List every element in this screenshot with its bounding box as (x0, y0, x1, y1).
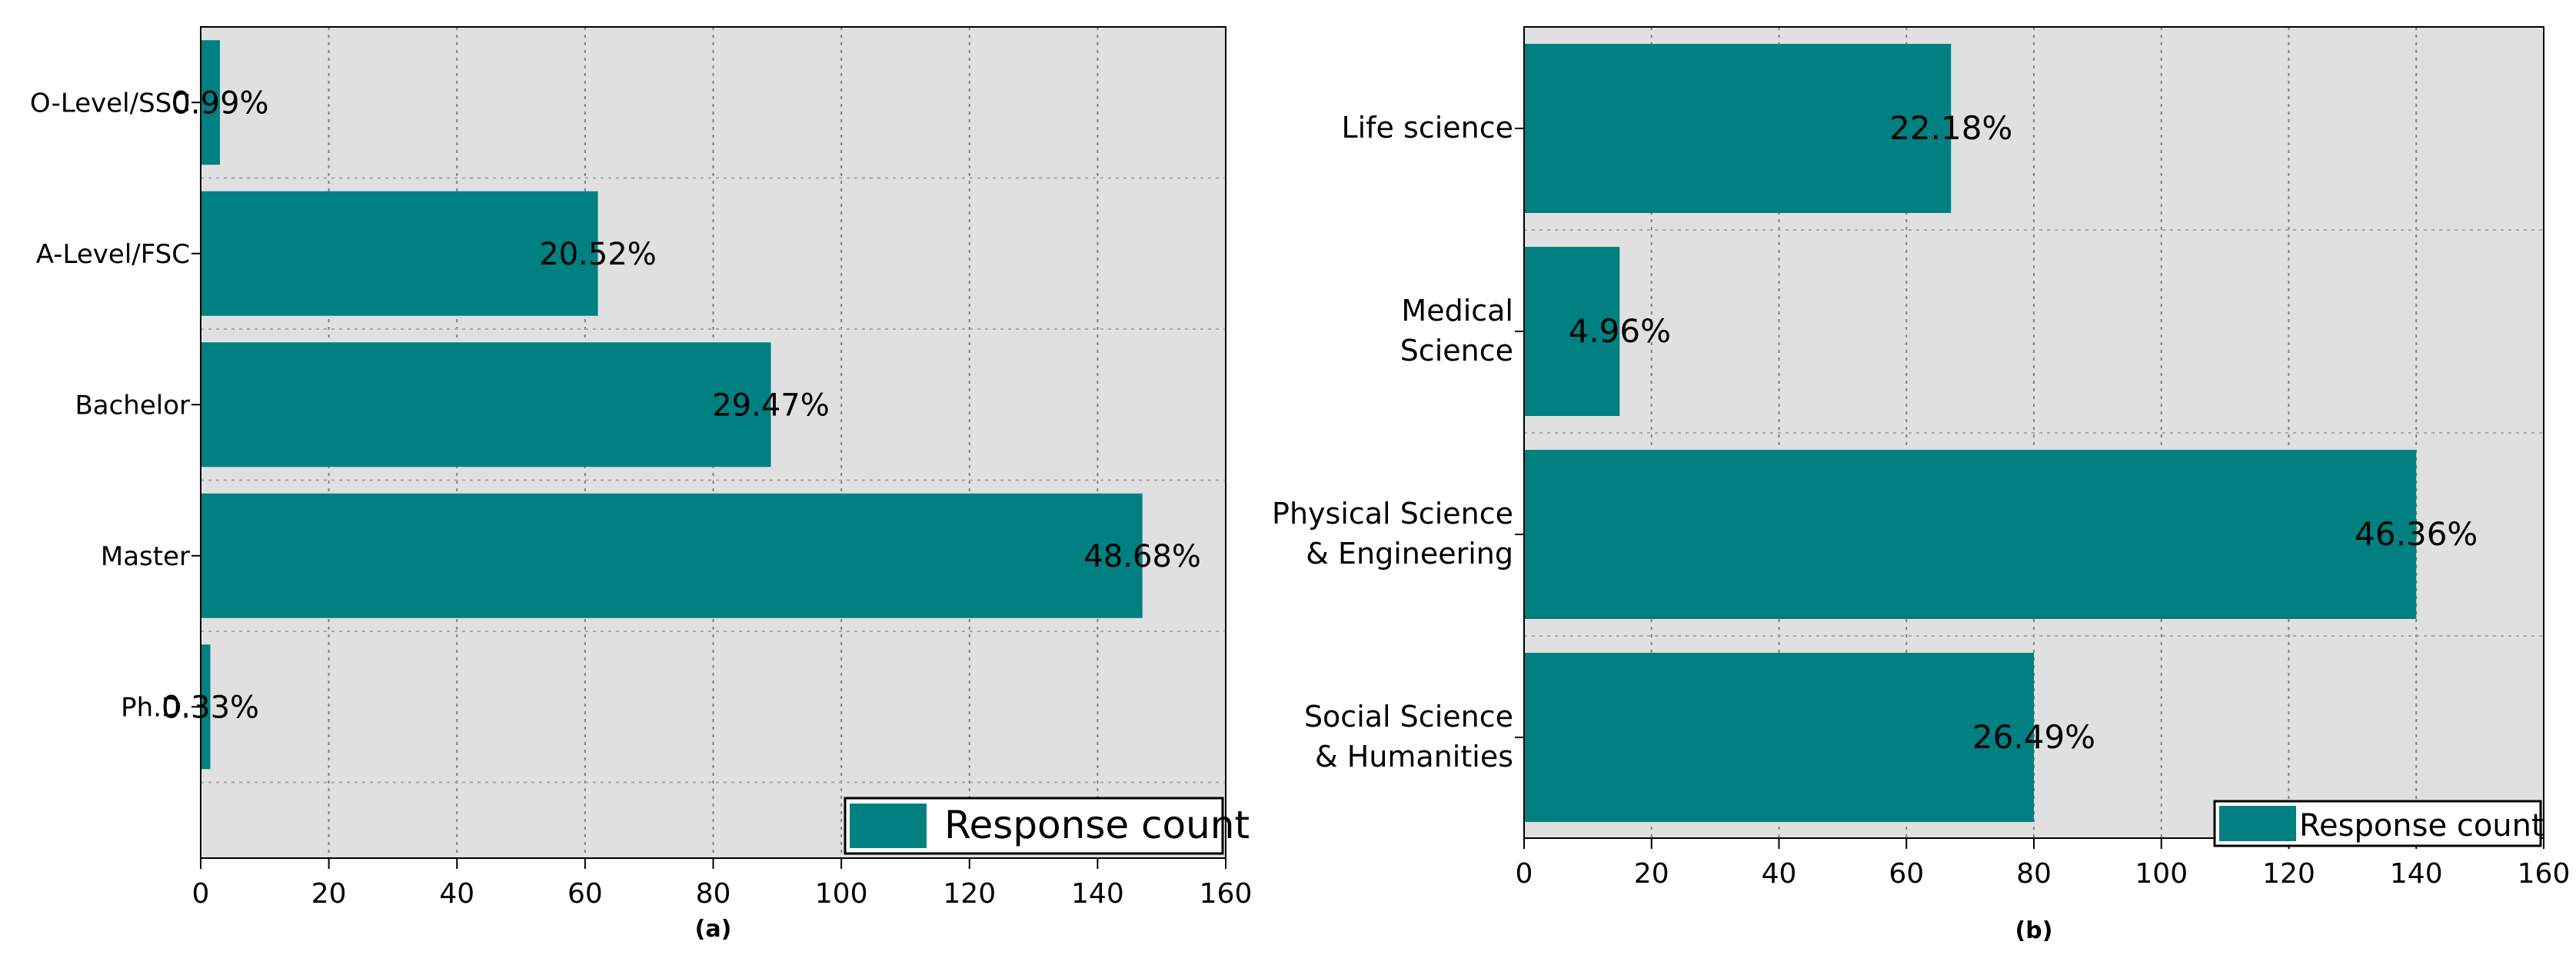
x-tick-label: 0 (1516, 858, 1533, 890)
data-label: 0.33% (161, 690, 259, 725)
x-tick-label: 140 (2390, 858, 2443, 890)
legend-swatch (2219, 806, 2296, 841)
legend: Response count (2213, 800, 2544, 847)
x-tick-label: 160 (2518, 858, 2571, 890)
data-label: 4.96% (1569, 312, 1671, 350)
bar (201, 493, 1143, 618)
category-label: Master (101, 541, 190, 572)
legend-label: Response count (2299, 808, 2544, 844)
category-label: A-Level/FSC (36, 239, 190, 270)
category-label: & Engineering (1306, 537, 1513, 571)
data-label: 46.36% (2355, 515, 2478, 553)
x-tick-label: 40 (1762, 858, 1797, 890)
x-tick-label: 80 (2016, 858, 2052, 890)
chart-b: Life science 22.18% Medical Science 4.96% Phy… (1272, 26, 2571, 944)
category-label: Physical Science (1272, 497, 1513, 531)
bar (201, 644, 211, 770)
panel-label: (a) (695, 916, 732, 943)
data-label: 26.49% (1972, 718, 2095, 756)
data-label: 48.68% (1083, 539, 1201, 574)
category-label: Ph.D. (121, 692, 190, 723)
x-tick-label: 20 (311, 878, 347, 910)
x-tick-label: 60 (1889, 858, 1924, 890)
category-label: Medical (1401, 294, 1513, 328)
category-label: Bachelor (75, 390, 190, 421)
x-tick-label: 60 (567, 878, 603, 910)
x-tick-label: 140 (1071, 878, 1124, 910)
x-tick-label: 80 (696, 878, 731, 910)
data-label: 22.18% (1889, 109, 2012, 147)
bar (1524, 653, 2034, 822)
data-label: 20.52% (539, 237, 657, 272)
panel-label: (b) (2015, 917, 2053, 944)
category-label: O-Level/SSC (30, 88, 190, 118)
legend: Response count (844, 797, 1250, 855)
x-tick-label: 120 (2262, 858, 2315, 890)
bar (1524, 450, 2417, 619)
category-label: Science (1400, 334, 1513, 368)
x-tick-label: 160 (1200, 878, 1253, 910)
data-label: 0.99% (171, 85, 268, 121)
x-tick-label: 120 (943, 878, 996, 910)
x-tick-label: 20 (1634, 858, 1669, 890)
bar (1524, 44, 1952, 213)
x-tick-label: 100 (2135, 858, 2188, 890)
data-label: 29.47% (712, 388, 830, 423)
category-label: Life science (1341, 111, 1513, 145)
bar (201, 342, 771, 468)
bar (1524, 247, 1620, 416)
legend-label: Response count (944, 803, 1250, 847)
category-label: Social Science (1304, 700, 1513, 734)
x-tick-label: 0 (192, 878, 210, 910)
x-tick-label: 100 (815, 878, 868, 910)
legend-swatch (850, 804, 927, 848)
category-label: & Humanities (1315, 740, 1513, 774)
bar (201, 40, 220, 165)
bar (201, 191, 598, 316)
x-tick-label: 40 (439, 878, 474, 910)
